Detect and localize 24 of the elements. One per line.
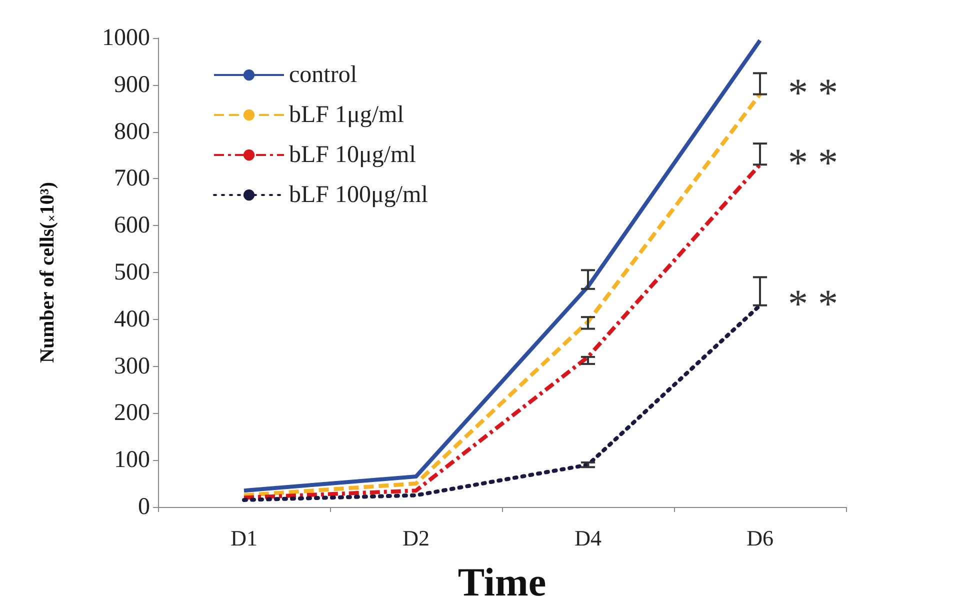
- y-tick-label: 700: [114, 166, 150, 192]
- y-tick-label: 800: [114, 118, 150, 145]
- legend-label: control: [289, 62, 358, 88]
- x-tick-label: D6: [746, 526, 774, 550]
- y-tick-label: 500: [114, 260, 150, 286]
- legend-label: bLF 100μg/ml: [289, 182, 428, 208]
- legend-label: bLF 1μg/ml: [289, 102, 404, 128]
- x-tick-label: D4: [574, 526, 602, 550]
- y-tick-label: 900: [114, 72, 150, 98]
- annotation: * *: [788, 140, 838, 186]
- x-tick-label: D2: [402, 526, 430, 550]
- y-tick-label: 600: [114, 212, 150, 239]
- y-axis-title: Number of cells(×10³): [36, 182, 59, 363]
- x-axis-title: Time: [458, 560, 546, 604]
- y-tick-label: 200: [114, 400, 150, 426]
- annotation: * *: [788, 70, 838, 115]
- y-tick-label: 400: [114, 306, 150, 332]
- y-tick-label: 100: [114, 447, 150, 474]
- annotation: * *: [788, 280, 838, 326]
- legend-label: bLF 10μg/ml: [289, 142, 416, 168]
- y-tick-label: 1000: [102, 25, 150, 51]
- y-tick-label: 0: [138, 494, 150, 520]
- y-tick-label: 300: [114, 353, 150, 380]
- x-tick-label: D1: [230, 526, 258, 550]
